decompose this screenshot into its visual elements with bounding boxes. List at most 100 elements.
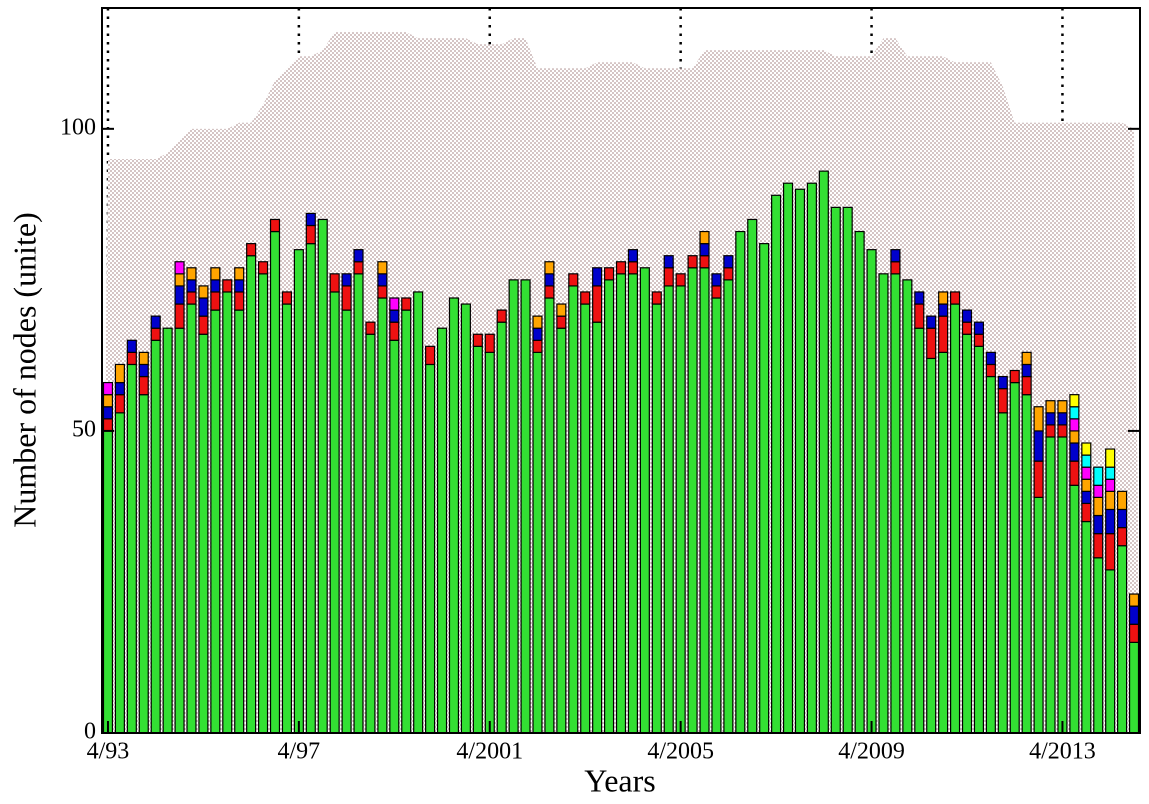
bar-segment [532,327,543,341]
bar-segment [1045,400,1056,414]
x-axis-label: Years [584,762,655,798]
bar-segment [138,363,149,378]
bar-segment [544,273,555,287]
bar-segment [1069,394,1080,408]
bar-segment [1021,363,1032,378]
bar-segment [890,273,901,734]
bar-segment [663,267,674,287]
x-tick-label: 4/93 [87,739,130,765]
bar-segment [556,303,567,317]
bar-segment [1057,424,1068,438]
bar-segment [401,309,412,734]
bar-segment [1105,466,1116,480]
bar-segment [377,297,388,734]
bar-segment [627,273,639,734]
bar-segment [890,249,901,263]
bar-segment [102,418,114,432]
bar-segment [985,351,996,366]
bar-segment [1057,412,1068,426]
bar-segment [1009,381,1020,734]
bar-segment [532,315,543,329]
bar-segment [1105,508,1116,535]
bar-segment [938,315,949,353]
bar-segment [985,375,996,734]
bar-segment [484,333,495,353]
bar-segment [699,230,710,245]
bar-segment [699,243,710,257]
bar-segment [246,255,257,734]
bar-segment [413,291,424,734]
bar-segment [1081,478,1092,492]
bar-segment [174,327,185,734]
bar-segment [436,327,448,734]
bar-segment [663,255,674,269]
bar-segment [114,412,125,734]
bar-segment [186,291,197,305]
bar-segment [890,261,901,275]
bar-segment [938,291,949,305]
bar-segment [544,261,555,275]
bar-segment [484,351,495,734]
bar-segment [425,363,436,734]
bar-segment [1021,394,1032,734]
bar-segment [269,230,281,734]
bar-segment [198,315,209,335]
bar-segment [961,333,973,734]
bar-segment [186,303,197,734]
bar-segment [592,285,603,323]
bar-segment [496,309,507,323]
x-tick-label: 4/2005 [647,739,714,765]
bar-segment [1057,400,1068,414]
bar-segment [759,243,770,734]
bar-segment [138,394,149,734]
bar-segment [305,224,316,245]
bar-segment [926,327,937,360]
bar-segment [365,321,376,335]
bar-segment [222,291,233,734]
bar-segment [615,273,627,734]
bar-segment [174,303,185,329]
bar-segment [687,255,698,269]
bar-segment [973,345,985,734]
bar-segment [1045,424,1056,438]
bar-segment [926,315,937,329]
bar-segment [102,406,114,420]
bar-segment [675,273,686,287]
x-tick-label: 4/2001 [456,739,523,765]
bar-segment [592,321,603,734]
bar-segment [771,194,782,734]
bar-segment [914,303,925,329]
bar-segment [234,267,245,281]
bar-segment [639,267,650,734]
bar-segment [234,309,245,734]
bar-segment [353,273,364,734]
bar-segment [1128,605,1140,625]
y-tick-label: 50 [72,416,96,442]
bar-segment [556,315,567,329]
bar-segment [496,321,507,734]
bar-segment [1105,490,1116,511]
bar-segment [1105,478,1116,492]
y-tick-label: 0 [84,719,96,745]
bar-segment [938,351,949,734]
bar-segment [1117,490,1128,511]
bar-segment [210,309,221,734]
bar-segment [257,261,269,275]
bar-segment [377,273,388,287]
bar-segment [1117,545,1128,734]
bar-segment [854,230,865,734]
bar-segment [1128,593,1140,607]
bar-segment [1033,460,1044,498]
bar-segment [1021,375,1032,396]
bar-segment [938,303,949,317]
bar-segment [114,394,125,414]
bar-segment [472,333,483,347]
bar-segment [961,321,973,335]
bar-segment [1093,466,1104,486]
bar-segment [1069,442,1080,462]
bar-segment [1069,406,1080,420]
bar-segment [257,273,269,734]
bar-segment [114,381,125,396]
bar-segment [329,273,340,293]
